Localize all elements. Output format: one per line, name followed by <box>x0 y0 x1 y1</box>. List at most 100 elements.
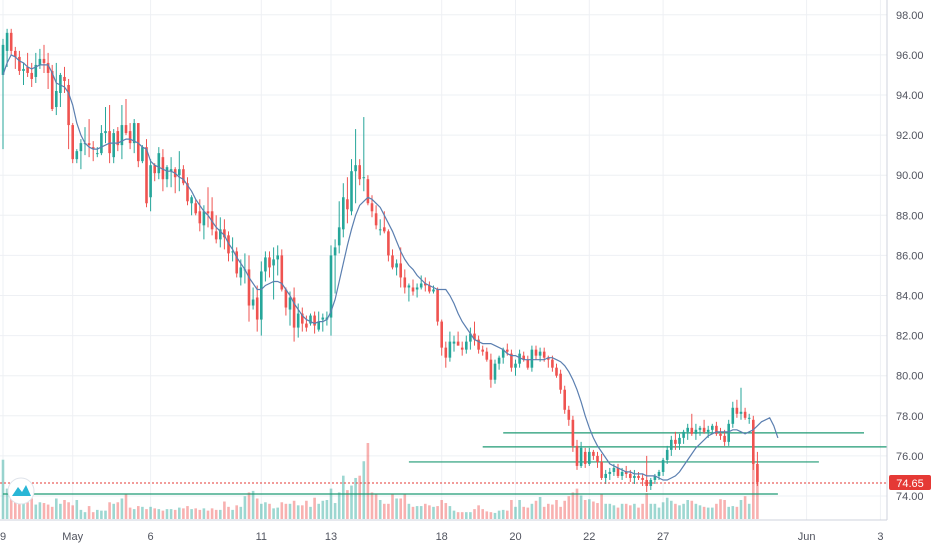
candle-body-64 <box>264 257 267 272</box>
moving-average-line <box>2 54 779 481</box>
volume-bar-106 <box>436 506 439 519</box>
candle-body-52 <box>214 231 218 240</box>
candle-body-101 <box>415 287 419 290</box>
candle-10 <box>42 44 46 73</box>
volume-bar-54 <box>223 501 226 519</box>
volume-bar-23 <box>96 509 99 519</box>
candle-body-37 <box>153 165 156 174</box>
candle-body-141 <box>579 447 583 466</box>
tradingview-logo[interactable] <box>7 477 35 505</box>
moving-average-layer <box>2 54 779 481</box>
candle-body-125 <box>514 363 517 368</box>
volume-bar-58 <box>239 506 243 519</box>
candle-body-46 <box>190 197 193 204</box>
candle-body-19 <box>79 143 83 152</box>
volume-layer <box>1 443 759 519</box>
volume-bar-173 <box>711 507 714 519</box>
candle-66 <box>272 247 275 300</box>
volume-bar-34 <box>141 506 144 519</box>
candle-body-151 <box>620 471 624 476</box>
candle-18 <box>75 149 79 164</box>
candle-9 <box>38 48 42 69</box>
volume-bar-1 <box>5 488 9 519</box>
volume-bar-81 <box>333 503 337 519</box>
volume-bar-78 <box>321 500 325 519</box>
candle-body-92 <box>378 229 382 231</box>
volume-bar-76 <box>313 497 316 519</box>
candle-body-96 <box>395 263 398 268</box>
volume-bar-22 <box>91 512 95 519</box>
candle-body-182 <box>747 417 751 419</box>
volume-bar-118 <box>485 511 489 519</box>
candle-74 <box>305 315 308 332</box>
candle-50 <box>206 187 210 228</box>
volume-bar-154 <box>633 503 636 519</box>
x-tick-label-6: 20 <box>509 531 521 543</box>
candle-33 <box>137 123 140 168</box>
candle-115 <box>473 321 476 346</box>
volume-bar-116 <box>477 505 480 519</box>
volume-bar-33 <box>137 506 140 519</box>
candle-body-161 <box>661 459 665 472</box>
candle-body-97 <box>399 263 402 278</box>
candle-164 <box>674 431 677 450</box>
candle-145 <box>596 451 599 468</box>
candle-156 <box>641 473 644 486</box>
volume-bar-50 <box>206 510 210 519</box>
candle-38 <box>157 147 161 180</box>
candle-118 <box>485 347 489 362</box>
candle-body-134 <box>551 359 554 368</box>
candle-body-56 <box>231 251 234 253</box>
candle-body-14 <box>59 74 62 93</box>
candle-184 <box>756 451 759 486</box>
candle-body-72 <box>296 313 300 328</box>
candle-86 <box>354 129 357 204</box>
candle-124 <box>510 349 513 372</box>
candle-22 <box>91 141 95 162</box>
candle-182 <box>747 413 751 424</box>
candle-body-94 <box>387 231 390 256</box>
volume-bar-7 <box>30 498 33 519</box>
candle-64 <box>264 251 267 282</box>
volume-bar-88 <box>362 461 366 519</box>
volume-bar-147 <box>604 503 607 519</box>
volume-bar-176 <box>723 500 726 519</box>
candle-17 <box>71 123 74 164</box>
volume-bar-21 <box>87 506 91 519</box>
candle-body-68 <box>280 255 284 290</box>
volume-bar-174 <box>715 503 718 519</box>
candle-body-2 <box>9 32 13 51</box>
candle-140 <box>575 439 579 470</box>
candle-108 <box>444 341 448 368</box>
volume-bar-29 <box>120 498 124 519</box>
candle-body-176 <box>723 435 726 442</box>
candle-body-106 <box>436 289 439 322</box>
candle-body-117 <box>481 349 484 352</box>
y-tick-label-6: 86.00 <box>896 250 924 262</box>
candle-150 <box>616 463 620 478</box>
y-tick-label-0: 74.00 <box>896 491 924 503</box>
volume-bar-24 <box>100 510 103 519</box>
candle-body-178 <box>731 407 735 424</box>
volume-bar-99 <box>407 503 411 519</box>
candle-body-85 <box>350 171 353 212</box>
volume-bar-35 <box>145 509 148 519</box>
volume-bar-115 <box>473 509 476 519</box>
candle-98 <box>403 269 407 294</box>
volume-bar-41 <box>169 509 173 519</box>
candle-75 <box>309 313 312 326</box>
volume-bar-109 <box>448 506 452 519</box>
candle-body-77 <box>317 321 320 330</box>
candle-60 <box>247 255 251 322</box>
candle-body-158 <box>649 479 653 486</box>
volume-bar-28 <box>116 502 120 519</box>
candle-8 <box>34 52 38 83</box>
candle-39 <box>161 149 165 192</box>
candle-146 <box>600 453 603 480</box>
candle-body-74 <box>305 323 308 328</box>
candle-169 <box>694 423 698 440</box>
volume-bar-49 <box>202 508 206 519</box>
candle-body-54 <box>223 229 226 238</box>
candle-body-35 <box>145 147 148 204</box>
